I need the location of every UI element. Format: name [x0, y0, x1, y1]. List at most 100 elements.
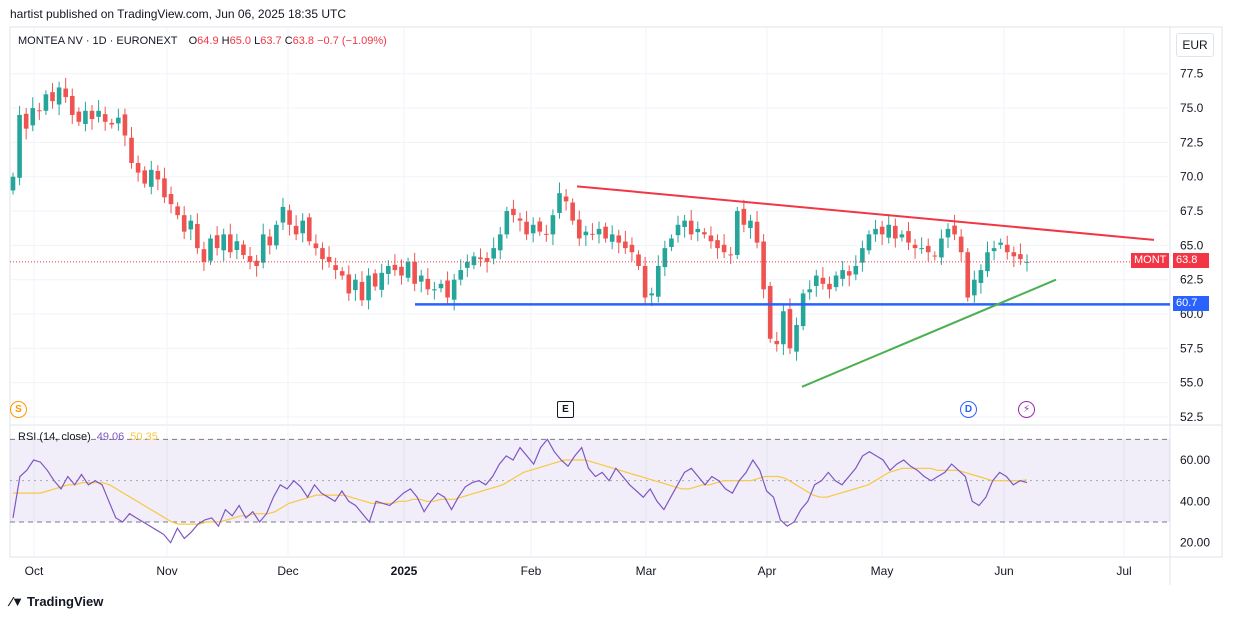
close-label: C — [284, 35, 293, 47]
tradingview-brand-label: TradingView — [27, 594, 104, 609]
dividend-event-marker[interactable]: D — [960, 401, 977, 418]
time-tick-label: Apr — [758, 564, 777, 578]
candle-body — [63, 88, 68, 98]
candle-body — [530, 224, 536, 234]
close-value: 63.8 — [292, 35, 315, 47]
candle-body — [925, 245, 931, 253]
candle-body — [721, 244, 727, 253]
candle-body — [583, 231, 589, 236]
price-tick-label: 62.5 — [1180, 273, 1204, 287]
candle-body — [201, 249, 207, 262]
candle-body — [985, 252, 990, 272]
candle-body — [418, 275, 424, 282]
candle-body — [958, 236, 964, 253]
candle-body — [241, 244, 246, 255]
tradingview-logo[interactable]: ⁄▼ TradingView — [10, 594, 103, 609]
candle-body — [675, 224, 681, 236]
rsi-line — [12, 438, 1028, 544]
candle-body — [695, 228, 701, 233]
candle-body — [260, 234, 266, 263]
candle-body — [23, 113, 29, 129]
candle-body — [313, 243, 319, 249]
candle-body — [1018, 254, 1023, 260]
candle-body — [781, 311, 786, 345]
candle-body — [655, 265, 661, 297]
candle-body — [629, 244, 635, 253]
low-label: L — [254, 35, 261, 47]
price-tick-label: 77.5 — [1180, 67, 1204, 81]
candle-body — [939, 238, 944, 258]
candle-body — [76, 111, 82, 122]
candle-body — [873, 228, 878, 235]
price-tick-label: 65.0 — [1180, 238, 1204, 252]
candle-body — [616, 235, 622, 243]
candle-body — [339, 271, 345, 276]
candle-body — [221, 234, 227, 251]
rsi-legend: RSI (14, close) 49.06 50.35 — [18, 431, 158, 443]
price-tick-label: 75.0 — [1180, 101, 1204, 115]
flash-event-marker[interactable]: ⚡ — [1018, 401, 1035, 418]
candle-body — [596, 228, 602, 235]
candle-body — [623, 241, 628, 249]
rsi-tick-label: 40.00 — [1180, 494, 1210, 508]
candle-body — [181, 215, 187, 232]
candle-body — [83, 110, 88, 124]
candle-body — [326, 256, 332, 262]
candle-body — [69, 95, 75, 115]
price-tick-label: 72.5 — [1180, 135, 1204, 149]
candle-body — [906, 231, 911, 243]
price-tick-label: 52.5 — [1180, 410, 1204, 424]
candle-body — [702, 232, 707, 235]
candle-body — [234, 241, 240, 251]
candle-body — [168, 194, 174, 205]
split-event-marker[interactable]: S — [10, 401, 27, 418]
candle-body — [833, 275, 839, 288]
candle-body — [728, 254, 734, 256]
candle-body — [109, 122, 115, 125]
candle-body — [734, 211, 740, 255]
candle-body — [787, 309, 793, 349]
candle-body — [478, 257, 483, 260]
candle-body — [56, 87, 62, 105]
time-tick-label: Feb — [521, 564, 542, 578]
candle-body — [893, 225, 898, 239]
candle-body — [813, 275, 819, 287]
high-value: 65.0 — [229, 35, 252, 47]
candle-body — [432, 289, 437, 291]
earnings-event-marker[interactable]: E — [557, 401, 574, 418]
ascending-trendline — [801, 278, 1057, 388]
candle-body — [484, 257, 490, 262]
currency-button[interactable]: EUR — [1176, 33, 1214, 57]
candle-body — [359, 281, 365, 301]
candle-body — [991, 248, 997, 252]
candle-body — [741, 208, 747, 225]
candle-body — [399, 266, 404, 276]
candle-body — [761, 241, 766, 290]
candle-body — [899, 234, 905, 238]
open-value: 64.9 — [197, 35, 219, 47]
time-tick-label: Jun — [994, 564, 1013, 578]
candle-body — [820, 277, 826, 284]
open-label: O — [188, 35, 198, 47]
candle-body — [603, 226, 608, 239]
candle-body — [524, 221, 529, 235]
candle-body — [688, 220, 694, 235]
candle-body — [425, 278, 431, 290]
candle-body — [590, 233, 595, 235]
candle-body — [682, 220, 687, 227]
candle-body — [267, 236, 273, 246]
time-tick-label: May — [871, 564, 894, 578]
candle-body — [846, 271, 852, 276]
candle-body — [135, 162, 141, 173]
candle-body — [537, 221, 543, 232]
candle-body — [116, 117, 121, 124]
candle-body — [227, 234, 233, 253]
candle-body — [195, 223, 200, 249]
candle-body — [438, 283, 444, 289]
rsi-tick-label: 20.00 — [1180, 536, 1210, 550]
candle-body — [254, 260, 259, 266]
candle-body — [550, 215, 556, 235]
candle-body — [333, 265, 338, 271]
candle-body — [609, 234, 615, 242]
